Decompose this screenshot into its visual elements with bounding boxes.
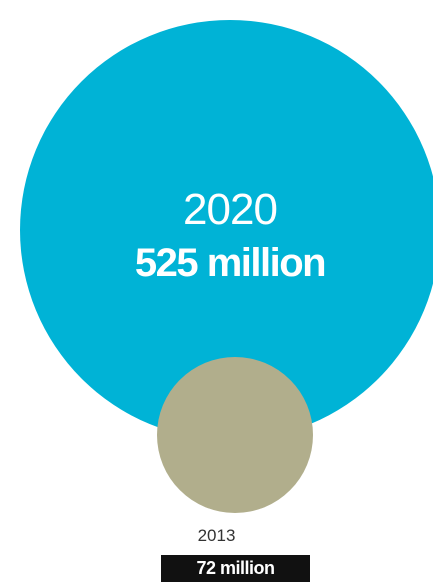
label-year-2020: 2020 bbox=[183, 185, 278, 234]
label-value-2013: 72 million bbox=[161, 555, 310, 582]
label-value-2020: 525 million bbox=[134, 241, 327, 285]
label-year-2013: 2013 bbox=[197, 526, 236, 545]
bubble-2013 bbox=[157, 357, 313, 513]
